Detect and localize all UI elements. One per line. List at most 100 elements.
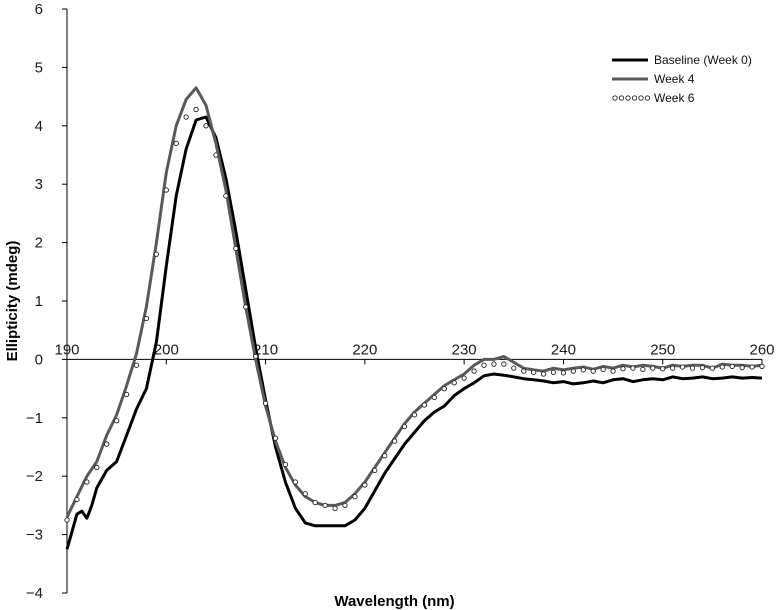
y-tick-label: 1 (35, 293, 43, 310)
data-point (401, 423, 408, 430)
x-tick-label: 230 (452, 341, 477, 358)
data-point (153, 251, 160, 257)
y-axis-title: Ellipticity (mdeg) (4, 241, 21, 362)
data-point (391, 438, 398, 444)
legend-label: Baseline (Week 0) (654, 53, 752, 67)
data-point (590, 368, 596, 374)
data-point (501, 361, 507, 367)
y-tick-label: 0 (35, 351, 43, 368)
data-point (322, 502, 328, 509)
data-point (679, 364, 686, 370)
data-point (660, 366, 666, 372)
data-point (600, 366, 606, 372)
x-tick-label: 250 (650, 341, 675, 358)
x-axis-title: Wavelength (nm) (334, 593, 454, 610)
legend-marker (631, 95, 638, 101)
data-point (491, 361, 497, 367)
data-point (213, 152, 219, 158)
data-point (570, 368, 577, 374)
data-point (471, 368, 477, 374)
y-tick-label: −4 (26, 585, 43, 602)
legend-label: Week 4 (654, 72, 695, 86)
x-tick-label: 210 (253, 341, 278, 358)
data-point (709, 365, 716, 371)
legend-label: Week 6 (654, 91, 695, 105)
data-point (94, 464, 100, 471)
legend-item: Baseline (Week 0) (612, 53, 752, 67)
data-point (451, 380, 457, 386)
x-tick-label: 240 (551, 341, 576, 358)
legend-marker (625, 95, 631, 101)
legend-marker (612, 95, 618, 101)
data-point (362, 482, 368, 488)
y-tick-label: 4 (35, 118, 43, 135)
legend: Baseline (Week 0) Week 4 Week 6 (612, 53, 752, 105)
legend-item: Week 4 (612, 72, 695, 86)
data-point (521, 368, 527, 374)
data-point (193, 106, 199, 113)
data-point (560, 370, 567, 376)
data-point (580, 367, 586, 373)
data-point (540, 371, 547, 377)
data-point (511, 365, 517, 371)
legend-marker (638, 95, 644, 101)
data-point (719, 364, 725, 370)
series-2-line (65, 86, 763, 518)
data-point (431, 394, 438, 401)
data-point (372, 467, 378, 474)
series-3-markers (64, 106, 765, 523)
y-tick-label: −3 (26, 527, 43, 544)
data-point (620, 366, 626, 372)
data-point (302, 491, 308, 497)
data-point (84, 479, 90, 485)
y-tick-label: 6 (35, 1, 43, 18)
data-point (530, 369, 537, 375)
data-point (133, 362, 140, 368)
x-tick-label: 190 (54, 341, 79, 358)
data-point (183, 114, 189, 120)
legend-item: Week 6 (612, 91, 695, 105)
data-point (104, 441, 110, 447)
y-tick-label: −2 (26, 468, 43, 485)
data-point (332, 505, 338, 511)
x-ticks: 190 200 210 220 230 240 250 260 (54, 341, 775, 365)
data-point (292, 479, 299, 485)
data-point (123, 391, 130, 398)
data-point (640, 366, 646, 372)
x-tick-label: 220 (352, 341, 377, 358)
data-point (163, 187, 169, 193)
y-ticks: −4 −3 −2 −1 0 1 2 3 4 5 6 (26, 1, 67, 602)
data-point (630, 365, 636, 371)
data-point (282, 461, 289, 468)
data-point (550, 369, 557, 375)
data-point (421, 402, 428, 408)
data-point (699, 364, 706, 371)
data-point (173, 140, 179, 146)
data-point (382, 453, 388, 459)
data-point (272, 435, 279, 441)
data-point (739, 364, 745, 371)
legend-marker (644, 95, 651, 101)
data-point (689, 365, 696, 371)
data-point (461, 375, 467, 381)
data-point (312, 499, 318, 506)
data-point (352, 493, 358, 500)
data-point (74, 496, 80, 503)
data-point (113, 418, 120, 424)
y-tick-label: −1 (26, 410, 43, 427)
data-point (262, 400, 269, 406)
data-point (411, 412, 418, 418)
data-point (203, 123, 209, 129)
data-point (481, 362, 487, 368)
data-point (243, 304, 249, 310)
data-point (610, 368, 616, 374)
data-point (749, 364, 755, 370)
y-tick-label: 3 (35, 176, 43, 193)
legend-marker (618, 95, 625, 101)
series-1-line (65, 115, 763, 550)
data-point (252, 353, 259, 360)
data-point (669, 365, 676, 371)
data-point (342, 502, 348, 509)
data-point (650, 365, 656, 371)
